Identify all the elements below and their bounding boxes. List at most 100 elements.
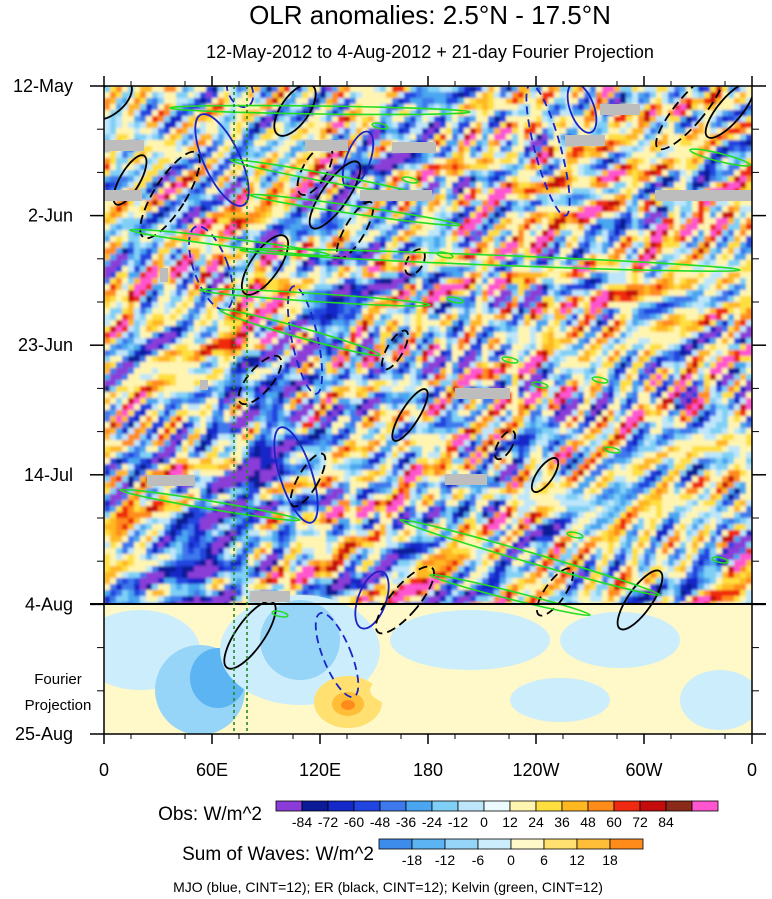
anomaly-cell bbox=[206, 194, 213, 201]
anomaly-cell bbox=[602, 248, 609, 255]
anomaly-cell bbox=[116, 86, 123, 93]
anomaly-cell bbox=[392, 134, 399, 141]
anomaly-cell bbox=[194, 302, 201, 309]
anomaly-cell bbox=[146, 176, 153, 183]
anomaly-cell bbox=[380, 284, 387, 291]
anomaly-cell bbox=[746, 104, 752, 111]
anomaly-cell bbox=[176, 254, 183, 261]
anomaly-cell bbox=[434, 182, 441, 189]
anomaly-cell bbox=[650, 176, 657, 183]
anomaly-cell bbox=[278, 188, 285, 195]
anomaly-cell bbox=[572, 260, 579, 267]
anomaly-cell bbox=[206, 248, 213, 255]
anomaly-cell bbox=[386, 308, 393, 315]
anomaly-cell bbox=[566, 278, 573, 285]
anomaly-cell bbox=[458, 290, 465, 297]
anomaly-cell bbox=[134, 110, 141, 117]
anomaly-cell bbox=[470, 134, 477, 141]
anomaly-cell bbox=[530, 134, 537, 141]
anomaly-cell bbox=[380, 200, 387, 207]
anomaly-cell bbox=[236, 134, 243, 141]
anomaly-cell bbox=[518, 290, 525, 297]
anomaly-cell bbox=[644, 212, 651, 219]
anomaly-cell bbox=[422, 224, 429, 231]
anomaly-cell bbox=[308, 128, 315, 135]
anomaly-cell bbox=[554, 338, 561, 345]
anomaly-cell bbox=[668, 272, 675, 279]
anomaly-cell bbox=[218, 362, 225, 369]
anomaly-cell bbox=[338, 284, 345, 291]
anomaly-cell bbox=[542, 206, 549, 213]
anomaly-cell bbox=[140, 266, 147, 273]
anomaly-cell bbox=[116, 152, 123, 159]
anomaly-cell bbox=[638, 248, 645, 255]
anomaly-cell bbox=[134, 362, 141, 369]
anomaly-cell bbox=[434, 122, 441, 129]
anomaly-cell bbox=[146, 296, 153, 303]
anomaly-cell bbox=[326, 344, 333, 351]
anomaly-cell bbox=[494, 326, 501, 333]
anomaly-cell bbox=[680, 224, 687, 231]
anomaly-cell bbox=[632, 242, 639, 249]
anomaly-cell bbox=[182, 182, 189, 189]
anomaly-cell bbox=[314, 200, 321, 207]
anomaly-cell bbox=[638, 206, 645, 213]
anomaly-cell bbox=[632, 302, 639, 309]
anomaly-cell bbox=[746, 218, 752, 225]
anomaly-cell bbox=[446, 290, 453, 297]
anomaly-cell bbox=[218, 266, 225, 273]
anomaly-cell bbox=[482, 308, 489, 315]
anomaly-cell bbox=[380, 350, 387, 357]
anomaly-cell bbox=[194, 284, 201, 291]
anomaly-cell bbox=[602, 122, 609, 129]
anomaly-cell bbox=[668, 224, 675, 231]
anomaly-cell bbox=[536, 344, 543, 351]
anomaly-cell bbox=[302, 242, 309, 249]
anomaly-cell bbox=[572, 146, 579, 153]
anomaly-cell bbox=[260, 278, 267, 285]
anomaly-cell bbox=[284, 224, 291, 231]
anomaly-cell bbox=[734, 140, 741, 147]
anomaly-cell bbox=[530, 260, 537, 267]
anomaly-cell bbox=[572, 206, 579, 213]
anomaly-cell bbox=[734, 248, 741, 255]
anomaly-cell bbox=[698, 224, 705, 231]
anomaly-cell bbox=[128, 218, 135, 225]
anomaly-cell bbox=[518, 200, 525, 207]
anomaly-cell bbox=[446, 332, 453, 339]
anomaly-cell bbox=[620, 206, 627, 213]
anomaly-cell bbox=[548, 350, 555, 357]
anomaly-cell bbox=[608, 146, 615, 153]
anomaly-cell bbox=[164, 236, 171, 243]
anomaly-cell bbox=[344, 278, 351, 285]
anomaly-cell bbox=[230, 188, 237, 195]
anomaly-cell bbox=[194, 362, 201, 369]
anomaly-cell bbox=[278, 182, 285, 189]
anomaly-cell bbox=[716, 86, 723, 93]
anomaly-cell bbox=[488, 116, 495, 123]
anomaly-cell bbox=[356, 272, 363, 279]
anomaly-cell bbox=[206, 134, 213, 141]
anomaly-cell bbox=[584, 320, 591, 327]
anomaly-cell bbox=[338, 176, 345, 183]
anomaly-cell bbox=[344, 176, 351, 183]
anomaly-cell bbox=[536, 98, 543, 105]
anomaly-cell bbox=[476, 230, 483, 237]
anomaly-cell bbox=[368, 140, 375, 147]
anomaly-cell bbox=[524, 194, 531, 201]
anomaly-cell bbox=[398, 158, 405, 165]
anomaly-cell bbox=[524, 320, 531, 327]
anomaly-cell bbox=[164, 164, 171, 171]
anomaly-cell bbox=[200, 356, 207, 363]
anomaly-cell bbox=[644, 314, 651, 321]
anomaly-cell bbox=[200, 152, 207, 159]
anomaly-cell bbox=[290, 212, 297, 219]
anomaly-cell bbox=[236, 140, 243, 147]
anomaly-cell bbox=[488, 284, 495, 291]
anomaly-cell bbox=[356, 242, 363, 249]
anomaly-cell bbox=[548, 134, 555, 141]
anomaly-cell bbox=[632, 308, 639, 315]
anomaly-cell bbox=[110, 326, 117, 333]
anomaly-cell bbox=[572, 296, 579, 303]
anomaly-cell bbox=[398, 290, 405, 297]
